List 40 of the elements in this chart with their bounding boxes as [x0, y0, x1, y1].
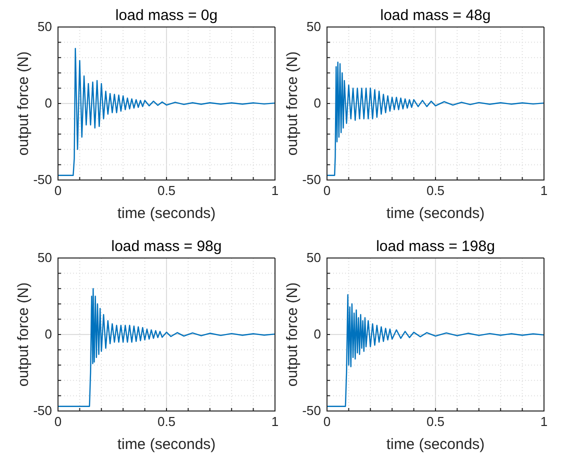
y-tick-label: -50: [302, 172, 321, 188]
y-axis-title: output force (N): [15, 51, 32, 156]
y-tick-label: 0: [44, 326, 52, 342]
x-tick-label: 1: [271, 183, 279, 198]
y-tick-label: 50: [306, 250, 321, 266]
y-axis-title: output force (N): [15, 282, 32, 387]
line-series: [57, 288, 276, 408]
x-axis-title: time (seconds): [386, 436, 485, 453]
y-tick-label: 50: [38, 250, 52, 266]
x-tick-label: 0.5: [426, 414, 445, 430]
chart-title: load mass = 98g: [111, 238, 222, 255]
line-series: [326, 294, 545, 408]
chart-title: load mass = 0g: [115, 7, 218, 24]
y-tick-label: 0: [44, 96, 52, 111]
y-axis-title: output force (N): [284, 51, 301, 156]
chart-title: load mass = 198g: [376, 238, 495, 255]
x-tick-label: 0: [54, 414, 62, 430]
x-tick-label: 0: [54, 183, 62, 198]
y-tick-label: -50: [33, 403, 52, 418]
x-tick-label: 1: [540, 414, 548, 430]
line-series: [326, 62, 545, 176]
y-tick-label: 0: [314, 96, 321, 111]
y-tick-label: 50: [306, 19, 321, 34]
y-tick-label: -50: [33, 172, 52, 188]
x-tick-label: 0.5: [157, 183, 176, 198]
x-tick-label: 0.5: [426, 183, 445, 198]
x-tick-label: 0: [323, 414, 331, 430]
y-tick-label: 50: [38, 19, 52, 34]
x-tick-label: 0: [323, 183, 331, 198]
chart-title: load mass = 48g: [380, 7, 491, 24]
y-tick-label: 0: [314, 326, 321, 342]
x-axis-title: time (seconds): [117, 436, 216, 453]
x-tick-label: 0.5: [157, 414, 176, 430]
x-tick-label: 1: [540, 183, 548, 198]
x-tick-label: 1: [271, 414, 279, 430]
y-axis-title: output force (N): [284, 282, 301, 387]
x-axis-title: time (seconds): [117, 205, 216, 222]
line-series: [57, 48, 276, 176]
x-axis-title: time (seconds): [386, 205, 485, 222]
y-tick-label: -50: [302, 403, 321, 418]
